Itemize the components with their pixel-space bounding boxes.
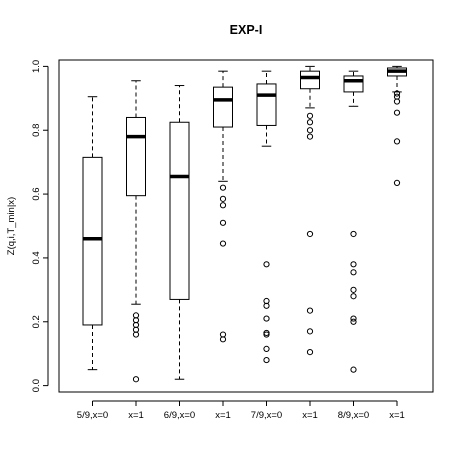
outlier-point xyxy=(350,293,357,300)
outlier-point xyxy=(306,328,314,335)
outlier-point xyxy=(350,230,357,238)
outlier-point xyxy=(263,345,270,353)
box-body xyxy=(256,83,277,126)
x-tick-label: x=1 xyxy=(128,410,144,421)
box-body xyxy=(343,75,364,93)
outlier-point xyxy=(350,315,357,322)
box-body xyxy=(300,70,320,90)
box-body xyxy=(82,156,103,326)
box-3 xyxy=(169,85,190,380)
outlier-point xyxy=(219,202,227,209)
outlier-point xyxy=(350,286,357,293)
x-tick-label: 7/9,x=0 xyxy=(251,410,282,421)
y-axis-label: Z(q,i,T_min|x) xyxy=(6,197,17,255)
outlier-point xyxy=(350,269,357,276)
y-tick-label: 1.0 xyxy=(31,60,42,73)
x-tick-label: x=1 xyxy=(302,410,318,421)
y-axis: 0.0 0.2 0.4 0.6 0.8 1.0 xyxy=(31,60,49,392)
box-7 xyxy=(343,70,364,373)
x-tick-label: x=1 xyxy=(389,410,405,421)
outlier-point xyxy=(263,315,270,322)
outlier-point xyxy=(393,179,401,187)
outlier-point xyxy=(393,109,401,116)
outlier-point xyxy=(219,240,227,247)
outlier-point xyxy=(350,366,357,373)
outlier-point xyxy=(306,348,314,356)
outlier-point xyxy=(306,307,314,314)
outlier-point xyxy=(306,112,314,119)
x-axis: 5/9,x=0 x=1 6/9,x=0 x=1 7/9,x=0 x=1 8/9,x=0 x=1 xyxy=(77,400,405,421)
outlier-point xyxy=(393,93,401,100)
outlier-point xyxy=(393,90,401,97)
outlier-point xyxy=(263,356,270,364)
outlier-point xyxy=(306,127,314,134)
box-5 xyxy=(256,70,277,364)
y-tick-label: 0.6 xyxy=(31,187,42,200)
box-2 xyxy=(126,80,146,383)
outlier-point xyxy=(219,219,227,226)
y-tick-label: 0.0 xyxy=(31,379,42,392)
x-tick-label: 5/9,x=0 xyxy=(77,410,108,421)
outlier-point xyxy=(219,184,227,191)
outlier-point xyxy=(306,133,314,140)
box-body xyxy=(169,121,190,300)
x-tick-label: x=1 xyxy=(215,410,231,421)
box-4 xyxy=(213,70,233,343)
outlier-point xyxy=(350,261,357,268)
outlier-point xyxy=(219,195,227,202)
box-1 xyxy=(82,96,103,371)
outlier-point xyxy=(263,297,270,305)
outlier-point xyxy=(132,312,140,319)
box-body xyxy=(213,86,233,128)
outlier-point xyxy=(132,376,140,383)
y-tick-label: 0.2 xyxy=(31,315,42,328)
outlier-point xyxy=(393,138,401,145)
plot-frame xyxy=(58,59,434,393)
x-tick-label: 6/9,x=0 xyxy=(164,410,195,421)
outlier-point xyxy=(219,331,227,338)
outlier-point xyxy=(263,329,270,337)
box-6 xyxy=(300,65,320,356)
outlier-point xyxy=(306,230,314,238)
outlier-point xyxy=(306,119,314,126)
chart-title: EXP-I xyxy=(230,23,263,37)
y-tick-label: 0.4 xyxy=(31,251,42,264)
box-body xyxy=(126,116,146,197)
boxes-group xyxy=(82,65,407,383)
y-tick-label: 0.8 xyxy=(31,124,42,137)
box-8 xyxy=(387,65,407,187)
outlier-point xyxy=(263,261,270,268)
outlier-point xyxy=(350,318,357,325)
x-tick-label: 8/9,x=0 xyxy=(338,410,369,421)
